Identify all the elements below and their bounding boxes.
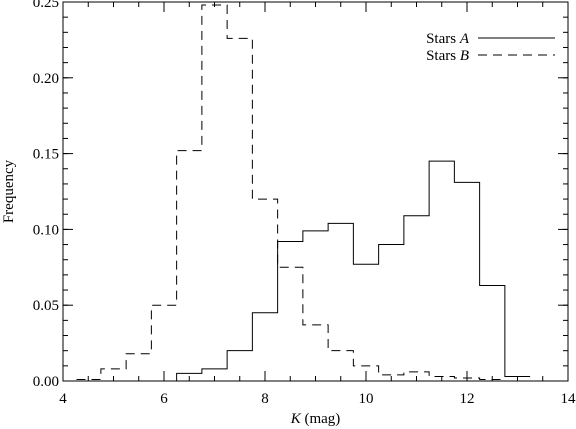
x-tick-label: 14 [561,391,576,407]
x-tick-label: 10 [359,391,374,407]
legend-entry-stars-b: Stars B [426,48,555,64]
y-axis-title: Frequency [1,159,17,223]
y-tick-label: 0.00 [33,374,59,390]
y-tick-label: 0.15 [33,147,59,163]
series-line-stars-a [63,160,531,382]
series-layer [63,4,531,382]
ticks-layer [62,1,569,382]
x-tick-label: 8 [261,391,269,407]
legend-entry-stars-a: Stars A [426,31,555,47]
x-tick-label: 12 [460,391,475,407]
y-tick-label: 0.20 [33,71,59,87]
x-tick-label: 6 [160,391,168,407]
y-tick-label: 0.10 [33,222,59,238]
y-tick-label: 0.25 [33,0,59,11]
series-line-stars-b [63,4,531,382]
x-axis-title: K (mag) [290,411,341,427]
legend-label-stars-a: Stars A [426,31,470,47]
x-tick-label: 4 [59,391,67,407]
legend-label-stars-b: Stars B [426,48,469,64]
plot-frame [62,1,569,382]
legend: Stars A Stars B [426,31,555,64]
y-tick-label: 0.05 [33,298,59,314]
tick-labels-layer: 4 6 8 10 12 14 0.00 0.05 0.10 0.15 0.20 0.25 [33,0,576,407]
